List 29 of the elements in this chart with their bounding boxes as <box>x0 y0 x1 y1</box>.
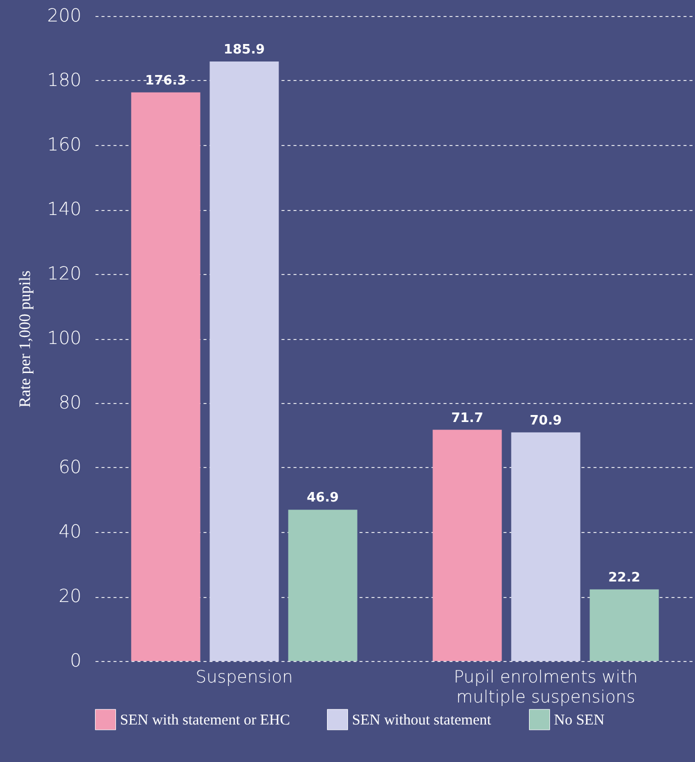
data-label: 22.2 <box>608 570 640 586</box>
y-tick-label: 100 <box>47 328 82 349</box>
y-tick-label: 180 <box>47 70 82 91</box>
bar <box>210 61 279 661</box>
legend-label: No SEN <box>554 712 605 729</box>
y-tick-label: 60 <box>58 457 82 478</box>
data-label: 71.7 <box>451 410 484 426</box>
bar <box>288 510 358 661</box>
bar <box>511 432 580 661</box>
data-label: 176.3 <box>145 73 186 88</box>
bar <box>590 589 659 661</box>
bar <box>131 92 200 661</box>
y-tick-label: 0 <box>70 650 82 672</box>
x-tick-label: Pupil enrolments with multiple suspensions <box>454 668 638 708</box>
bar <box>432 430 502 661</box>
data-label: 185.9 <box>224 42 265 58</box>
y-tick-label: 120 <box>47 264 82 284</box>
y-tick-label: 160 <box>47 134 82 156</box>
x-tick-label: Suspension <box>196 668 293 688</box>
y-tick-label: 200 <box>47 6 82 26</box>
legend-label: SEN with statement or EHC <box>120 712 290 729</box>
y-tick-label: 80 <box>58 392 82 414</box>
data-label: 70.9 <box>530 413 562 428</box>
y-tick-label: 140 <box>47 199 82 220</box>
legend-label: SEN without statement <box>352 712 492 729</box>
y-tick-label: 20 <box>58 586 82 607</box>
y-tick-label: 40 <box>58 522 82 542</box>
y-axis-title: Rate per 1,000 pupils <box>17 270 34 408</box>
data-label: 46.9 <box>306 490 339 506</box>
